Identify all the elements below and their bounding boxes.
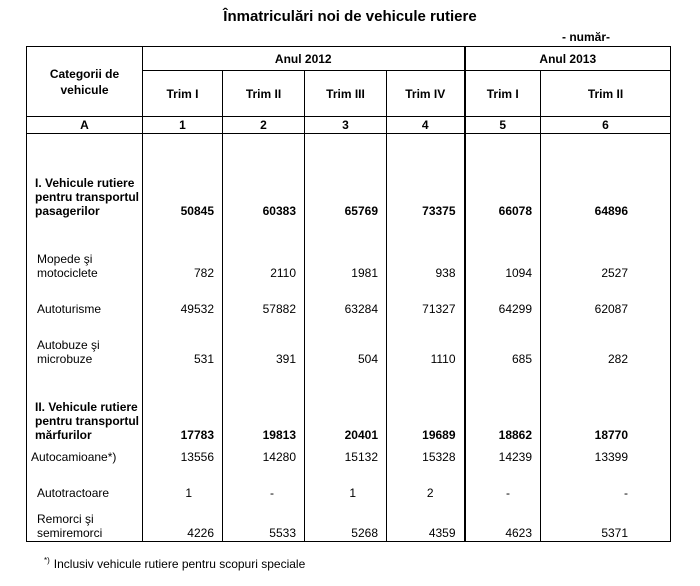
quarter-header: Trim III [304,70,387,117]
quarter-header: Trim I [463,70,542,117]
column-number: 2 [222,116,305,134]
cell-value: - [540,463,672,506]
cell-value: 18862 [463,371,542,444]
cell-value: 14239 [463,443,542,464]
row-label: I. Vehicule rutiere pentru transportul p… [26,133,143,230]
cell-value: 1094 [463,229,542,286]
table-row: Mopede şi motociclete 782 2110 1981 938 … [26,229,672,286]
quarter-header: Trim II [540,70,672,117]
cell-value: 1110 [385,321,466,372]
table-row: Remorci şi semiremorci 4226 5533 5268 43… [26,505,672,542]
cell-value: 15328 [385,443,466,464]
column-number: 4 [385,116,466,134]
cell-value: 66078 [463,133,542,230]
cell-value: - [222,463,305,506]
row-label: Autoturisme [26,285,143,322]
cell-value: 4359 [385,505,466,542]
cell-value: 50845 [142,133,223,230]
table-row: Autoturisme 49532 57882 63284 71327 6429… [26,285,672,322]
cell-value: 20401 [304,371,387,444]
table-row: I. Vehicule rutiere pentru transportul p… [26,133,672,230]
cell-value: - [463,463,542,506]
cell-value: 71327 [385,285,466,322]
cell-value: 5533 [222,505,305,542]
row-label: Autobuze şi microbuze [26,321,143,372]
cell-value: 4623 [463,505,542,542]
cell-value: 15132 [304,443,387,464]
column-number: 5 [463,116,542,134]
table-row: II. Vehicule rutiere pentru transportul … [26,371,672,444]
cell-value: 5371 [540,505,672,542]
cell-value: 14280 [222,443,305,464]
cell-value: 391 [222,321,305,372]
row-label: Mopede şi motociclete [26,229,143,286]
cell-value: 1981 [304,229,387,286]
footnote-mark: *) [44,556,50,565]
cell-value: 64299 [463,285,542,322]
column-number: 1 [142,116,223,134]
footnote: *) Inclusiv vehicule rutiere pentru scopu… [44,556,305,571]
footnote-text: Inclusiv vehicule rutiere pentru scopuri… [53,557,306,571]
cell-value: 17783 [142,371,223,444]
quarter-header: Trim II [222,70,305,117]
cell-value: 63284 [304,285,387,322]
unit-label: - număr- [562,30,610,44]
category-header: Categorii de vehicule [26,46,143,117]
cell-value: 73375 [385,133,466,230]
cell-value: 13556 [142,443,223,464]
cell-value: 13399 [540,443,672,464]
cell-value: 2 [385,463,466,506]
quarter-header: Trim I [142,70,223,117]
cell-value: 1 [304,463,387,506]
cell-value: 60383 [222,133,305,230]
page-title: Înmatriculări noi de vehicule rutiere [223,8,477,25]
cell-value: 57882 [222,285,305,322]
cell-value: 685 [463,321,542,372]
row-label: Remorci şi semiremorci [26,505,143,542]
cell-value: 62087 [540,285,672,322]
cell-value: 504 [304,321,387,372]
cell-value: 938 [385,229,466,286]
cell-value: 19813 [222,371,305,444]
cell-value: 65769 [304,133,387,230]
cell-value: 18770 [540,371,672,444]
row-label: II. Vehicule rutiere pentru transportul … [26,371,143,444]
table-row: Autobuze şi microbuze 531 391 504 1110 6… [26,321,672,372]
year-2013-header: Anul 2013 [463,46,672,71]
cell-value: 4226 [142,505,223,542]
row-label: Autotractoare [26,463,143,506]
cell-value: 5268 [304,505,387,542]
quarter-header: Trim IV [385,70,466,117]
cell-value: 531 [142,321,223,372]
column-number: 6 [540,116,672,134]
table-row: Autocamioane*) 13556 14280 15132 15328 1… [26,443,672,464]
year-2012-header: Anul 2012 [141,46,466,71]
cell-value: 64896 [540,133,672,230]
column-letter: A [26,116,143,134]
registrations-table: Categorii de vehicule Anul 2012 Anul 201… [26,46,672,542]
cell-value: 282 [540,321,672,372]
cell-value: 49532 [142,285,223,322]
cell-value: 1 [142,463,223,506]
cell-value: 19689 [385,371,466,444]
cell-value: 782 [142,229,223,286]
column-number: 3 [304,116,387,134]
cell-value: 2110 [222,229,305,286]
row-label: Autocamioane*) [26,443,143,464]
cell-value: 2527 [540,229,672,286]
table-row: Autotractoare 1 - 1 2 - - [26,463,672,506]
